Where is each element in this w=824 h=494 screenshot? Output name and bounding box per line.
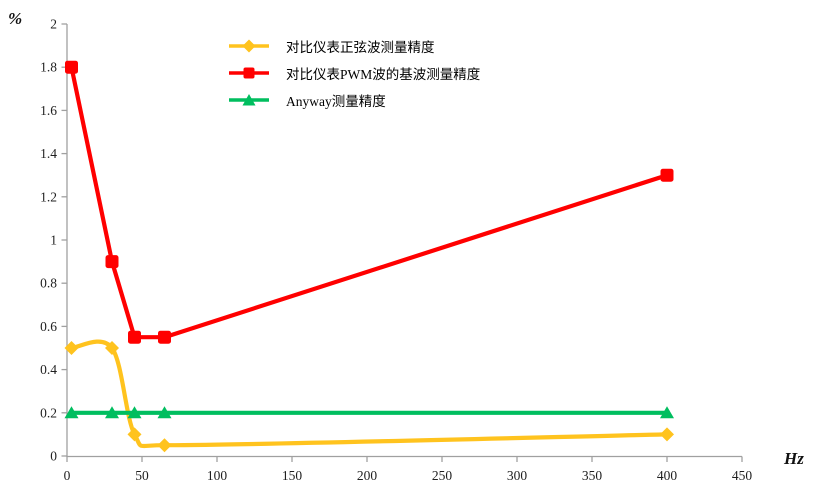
- x-tick-label: 0: [64, 468, 71, 483]
- x-tick-label: 350: [582, 468, 603, 483]
- x-tick-label: 300: [507, 468, 528, 483]
- y-tick-label: 1.4: [40, 146, 57, 161]
- x-tick-label: 450: [732, 468, 753, 483]
- y-tick-label: 2: [50, 17, 57, 32]
- diamond-marker: [105, 341, 119, 355]
- y-tick-label: 1.2: [40, 189, 57, 204]
- square-marker: [158, 330, 171, 344]
- y-tick-label: 0.4: [40, 362, 57, 377]
- y-tick-label: 1: [50, 233, 57, 248]
- legend-label-anyway-accuracy: Anyway测量精度: [286, 93, 386, 109]
- legend-label-sine-accuracy: 对比仪表正弦波测量精度: [286, 39, 435, 55]
- x-tick-label: 100: [207, 468, 228, 483]
- line-triangle-marker-icon: [229, 93, 269, 105]
- x-tick-label: 200: [357, 468, 378, 483]
- x-tick-label: 400: [657, 468, 678, 483]
- square-marker: [65, 60, 78, 74]
- y-tick-label: 0.2: [40, 405, 57, 420]
- legend-label-pwm-accuracy: 对比仪表PWM波的基波测量精度: [286, 66, 481, 82]
- triangle-marker: [64, 406, 79, 419]
- line-square-marker-icon: [229, 67, 269, 78]
- legend-item-sine-accuracy: 对比仪表正弦波测量精度: [228, 32, 480, 59]
- y-tick-label: 0.6: [40, 319, 57, 334]
- series-line-0: [69, 339, 670, 449]
- x-axis-unit-label: Hz: [784, 449, 804, 468]
- x-tick-label: 150: [282, 468, 303, 483]
- y-axis-unit-label: %: [8, 9, 23, 28]
- diamond-marker: [127, 427, 142, 442]
- diamond-marker: [660, 427, 674, 442]
- line-diamond-marker-icon: [229, 39, 269, 52]
- square-marker: [660, 168, 674, 182]
- y-tick-label: 1.6: [40, 103, 57, 118]
- y-tick-label: 0.8: [40, 276, 57, 291]
- legend-item-anyway-accuracy: Anyway测量精度: [228, 86, 480, 113]
- x-tick-label: 50: [135, 468, 149, 483]
- square-marker: [128, 330, 141, 344]
- y-tick-label: 0: [50, 449, 57, 464]
- legend: 对比仪表正弦波测量精度 对比仪表PWM波的基波测量精度 Anyway测量精度: [228, 32, 480, 113]
- triangle-marker: [105, 406, 119, 419]
- x-tick-label: 250: [432, 468, 453, 483]
- y-tick-label: 1.8: [40, 60, 57, 75]
- square-marker: [105, 255, 119, 269]
- triangle-marker: [660, 406, 674, 419]
- triangle-marker: [157, 406, 172, 419]
- diamond-marker: [64, 341, 79, 355]
- legend-item-pwm-accuracy: 对比仪表PWM波的基波测量精度: [228, 59, 480, 86]
- diamond-marker: [157, 438, 172, 453]
- triangle-marker: [127, 406, 142, 419]
